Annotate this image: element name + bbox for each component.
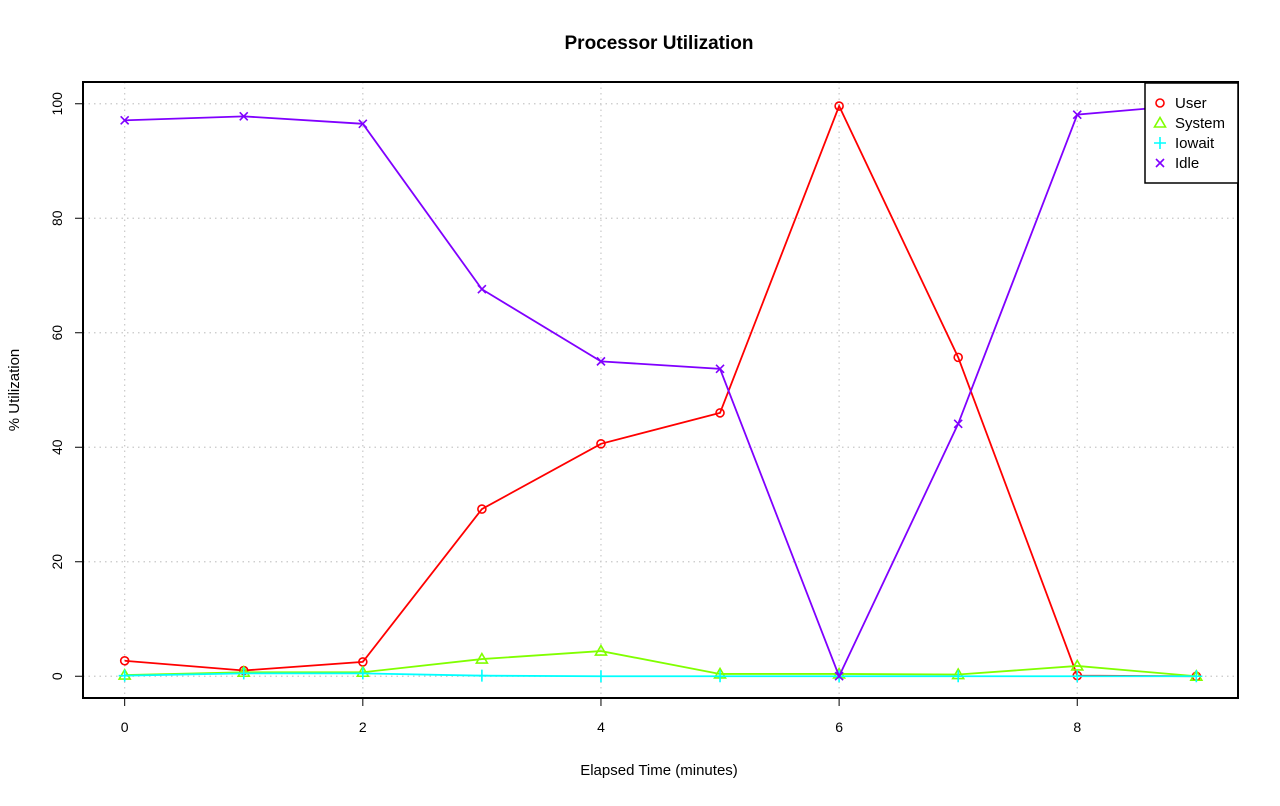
data-point-system — [1070, 658, 1085, 671]
data-point-idle — [477, 284, 487, 294]
y-tick-label: 100 — [49, 92, 65, 116]
legend: User System Iowait Idle — [1144, 82, 1239, 184]
legend-marker-system — [1153, 115, 1167, 128]
data-point-system — [594, 643, 608, 656]
data-point-idle — [953, 419, 963, 429]
series-line-iowait — [124, 672, 1197, 678]
data-point-idle — [834, 671, 844, 681]
legend-marker-user — [1155, 98, 1165, 108]
data-point-user — [715, 408, 725, 418]
data-point-user — [119, 655, 130, 666]
data-point-iowait — [594, 670, 607, 683]
data-point-user — [596, 439, 606, 449]
data-point-user — [834, 101, 844, 111]
y-tick-label: 20 — [49, 554, 65, 570]
y-axis-label: % Utilization — [6, 349, 23, 432]
data-point-iowait — [237, 667, 250, 680]
x-tick-label: 4 — [597, 719, 605, 735]
data-point-iowait — [714, 670, 727, 683]
data-point-iowait — [356, 667, 369, 680]
y-tick-label: 0 — [49, 672, 65, 680]
legend-marker-iowait — [1154, 137, 1166, 149]
y-tick-label: 60 — [49, 325, 65, 341]
data-point-system — [475, 651, 489, 664]
y-tick-label: 80 — [49, 210, 65, 226]
legend-label-idle: Idle — [1175, 155, 1199, 172]
data-point-idle — [715, 364, 725, 374]
legend-label-user: User — [1175, 95, 1207, 112]
data-point-user — [477, 504, 487, 514]
y-tick-label: 40 — [49, 439, 65, 455]
data-point-idle — [1072, 110, 1082, 120]
grid-layer — [83, 82, 1238, 698]
x-tick-label: 2 — [359, 719, 367, 735]
legend-label-iowait: Iowait — [1175, 135, 1215, 152]
data-point-idle — [358, 119, 368, 129]
legend-label-system: System — [1175, 115, 1225, 132]
series-line-user — [124, 103, 1197, 678]
series-line-system — [124, 650, 1197, 678]
data-point-iowait — [1190, 670, 1203, 683]
data-point-idle — [120, 115, 130, 125]
data-point-idle — [596, 356, 606, 366]
x-tick-label: 8 — [1073, 719, 1081, 735]
x-axis-label: Elapsed Time (minutes) — [580, 762, 738, 779]
data-point-iowait — [118, 669, 131, 682]
chart-title: Processor Utilization — [565, 33, 754, 54]
plot-frame — [82, 81, 1239, 699]
data-point-user — [953, 352, 963, 363]
x-tick-label: 6 — [835, 719, 843, 735]
series-layer — [117, 99, 1204, 683]
data-point-iowait — [1071, 670, 1084, 683]
legend-marker-idle — [1155, 158, 1165, 168]
data-point-iowait — [475, 669, 488, 682]
series-line-idle — [124, 103, 1197, 679]
data-point-idle — [239, 111, 249, 121]
data-point-iowait — [952, 670, 965, 683]
x-tick-label: 0 — [121, 719, 129, 735]
